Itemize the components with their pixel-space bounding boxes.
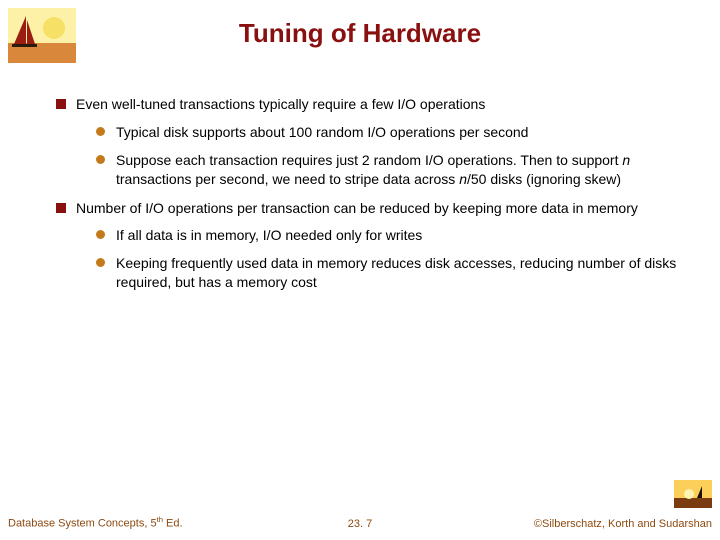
bullet-l2: Suppose each transaction requires just 2… [96,151,690,189]
bullet-l1: Even well-tuned transactions typically r… [56,95,690,189]
slide-title: Tuning of Hardware [0,18,720,49]
footer-right: ©Silberschatz, Korth and Sudarshan [534,518,712,530]
footer-left: Database System Concepts, 5th Ed. [8,515,183,530]
slide-body: Even well-tuned transactions typically r… [56,95,690,302]
bullet-l2: Typical disk supports about 100 random I… [96,123,690,142]
bullet-l1: Number of I/O operations per transaction… [56,199,690,293]
bullet-text: Even well-tuned transactions typically r… [76,96,485,112]
sailboat-logo-bottom [674,480,712,508]
bullet-text: Suppose each transaction requires just 2… [116,152,630,187]
bullet-text: If all data is in memory, I/O needed onl… [116,227,422,243]
footer-center: 23. 7 [348,518,372,530]
bullet-text: Typical disk supports about 100 random I… [116,124,528,140]
bullet-text: Number of I/O operations per transaction… [76,200,638,216]
slide: Tuning of Hardware Even well-tuned trans… [0,0,720,540]
footer: Database System Concepts, 5th Ed. 23. 7 … [0,512,720,530]
bullet-text: Keeping frequently used data in memory r… [116,255,676,290]
bullet-l2: Keeping frequently used data in memory r… [96,254,690,292]
sunset-icon [674,480,712,508]
bullet-l2: If all data is in memory, I/O needed onl… [96,226,690,245]
